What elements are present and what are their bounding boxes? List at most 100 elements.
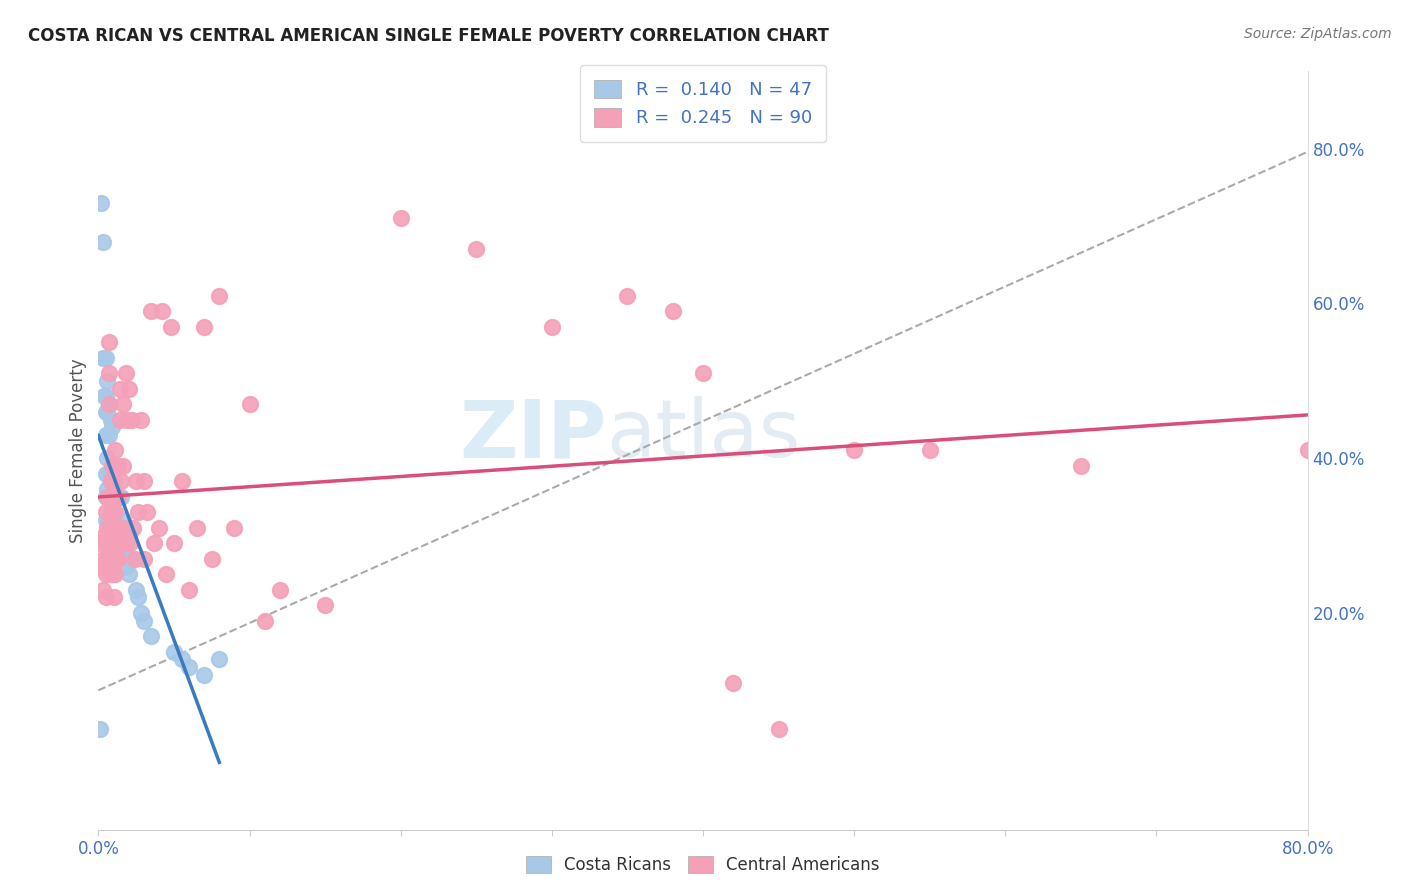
Point (98, 467, 121, 481)
Point (100, 536, 122, 550)
Point (98, 397, 121, 411)
Point (94, 536, 117, 550)
Point (103, 505, 125, 519)
Point (94, 591, 117, 605)
Point (129, 412, 152, 426)
Point (89, 722, 111, 736)
Point (98, 428, 121, 442)
Text: Source: ZipAtlas.com: Source: ZipAtlas.com (1244, 27, 1392, 41)
Point (1296, 443, 1319, 458)
Point (110, 475, 132, 489)
Point (160, 319, 183, 334)
Point (94, 567, 117, 582)
Point (124, 551, 146, 566)
Point (121, 412, 143, 426)
Point (100, 475, 122, 489)
Point (93, 559, 115, 574)
Point (94, 351, 117, 365)
Point (163, 645, 186, 659)
Point (465, 242, 488, 256)
Point (98, 536, 121, 550)
Point (104, 505, 127, 519)
Point (98, 335, 121, 350)
Point (110, 536, 132, 550)
Point (103, 475, 125, 489)
Point (114, 559, 136, 574)
Point (96, 521, 118, 535)
Point (94, 405, 117, 419)
Point (100, 567, 122, 582)
Point (112, 521, 135, 535)
Point (141, 629, 163, 643)
Point (96, 513, 118, 527)
Point (105, 521, 128, 535)
Point (170, 652, 193, 666)
Point (135, 505, 157, 519)
Text: COSTA RICAN VS CENTRAL AMERICAN SINGLE FEMALE POVERTY CORRELATION CHART: COSTA RICAN VS CENTRAL AMERICAN SINGLE F… (28, 27, 830, 45)
Point (94, 428, 117, 442)
Point (118, 567, 141, 582)
Point (314, 598, 336, 612)
Point (107, 551, 129, 566)
Point (108, 382, 131, 396)
Point (110, 490, 132, 504)
Point (107, 458, 129, 473)
Point (101, 490, 124, 504)
Point (103, 482, 125, 496)
Point (150, 304, 173, 318)
Point (89, 536, 111, 550)
Point (94, 536, 117, 550)
Point (193, 668, 215, 682)
Point (918, 443, 941, 458)
Point (129, 606, 152, 620)
Point (118, 528, 141, 542)
Point (94, 467, 117, 481)
Point (120, 536, 142, 550)
Point (201, 551, 224, 566)
Point (103, 513, 125, 527)
Point (122, 521, 145, 535)
Point (143, 536, 166, 550)
Point (105, 551, 128, 566)
Point (253, 614, 276, 628)
Point (103, 591, 125, 605)
Point (103, 567, 125, 582)
Point (389, 211, 412, 226)
Text: ZIP: ZIP (458, 396, 606, 475)
Point (616, 289, 638, 303)
Point (114, 536, 136, 550)
Point (98, 366, 121, 380)
Point (269, 582, 291, 597)
Point (132, 475, 155, 489)
Point (115, 412, 138, 426)
Point (107, 490, 129, 504)
Point (121, 551, 143, 566)
Point (105, 490, 128, 504)
Point (101, 458, 124, 473)
Point (94, 389, 117, 403)
Point (127, 591, 149, 605)
Point (93, 389, 115, 403)
Text: atlas: atlas (606, 396, 800, 475)
Point (540, 319, 562, 334)
Point (661, 304, 683, 318)
Point (118, 382, 141, 396)
Point (103, 536, 125, 550)
Point (91, 351, 114, 365)
Point (101, 551, 124, 566)
Point (692, 366, 714, 380)
Point (101, 521, 124, 535)
Point (94, 505, 117, 519)
Point (179, 582, 201, 597)
Point (91, 582, 114, 597)
Point (96, 551, 118, 566)
Point (170, 475, 193, 489)
Point (141, 304, 163, 318)
Point (239, 397, 262, 411)
Point (127, 505, 149, 519)
Point (96, 374, 118, 388)
Point (723, 675, 745, 690)
Point (111, 458, 134, 473)
Point (186, 521, 208, 535)
Point (100, 475, 122, 489)
